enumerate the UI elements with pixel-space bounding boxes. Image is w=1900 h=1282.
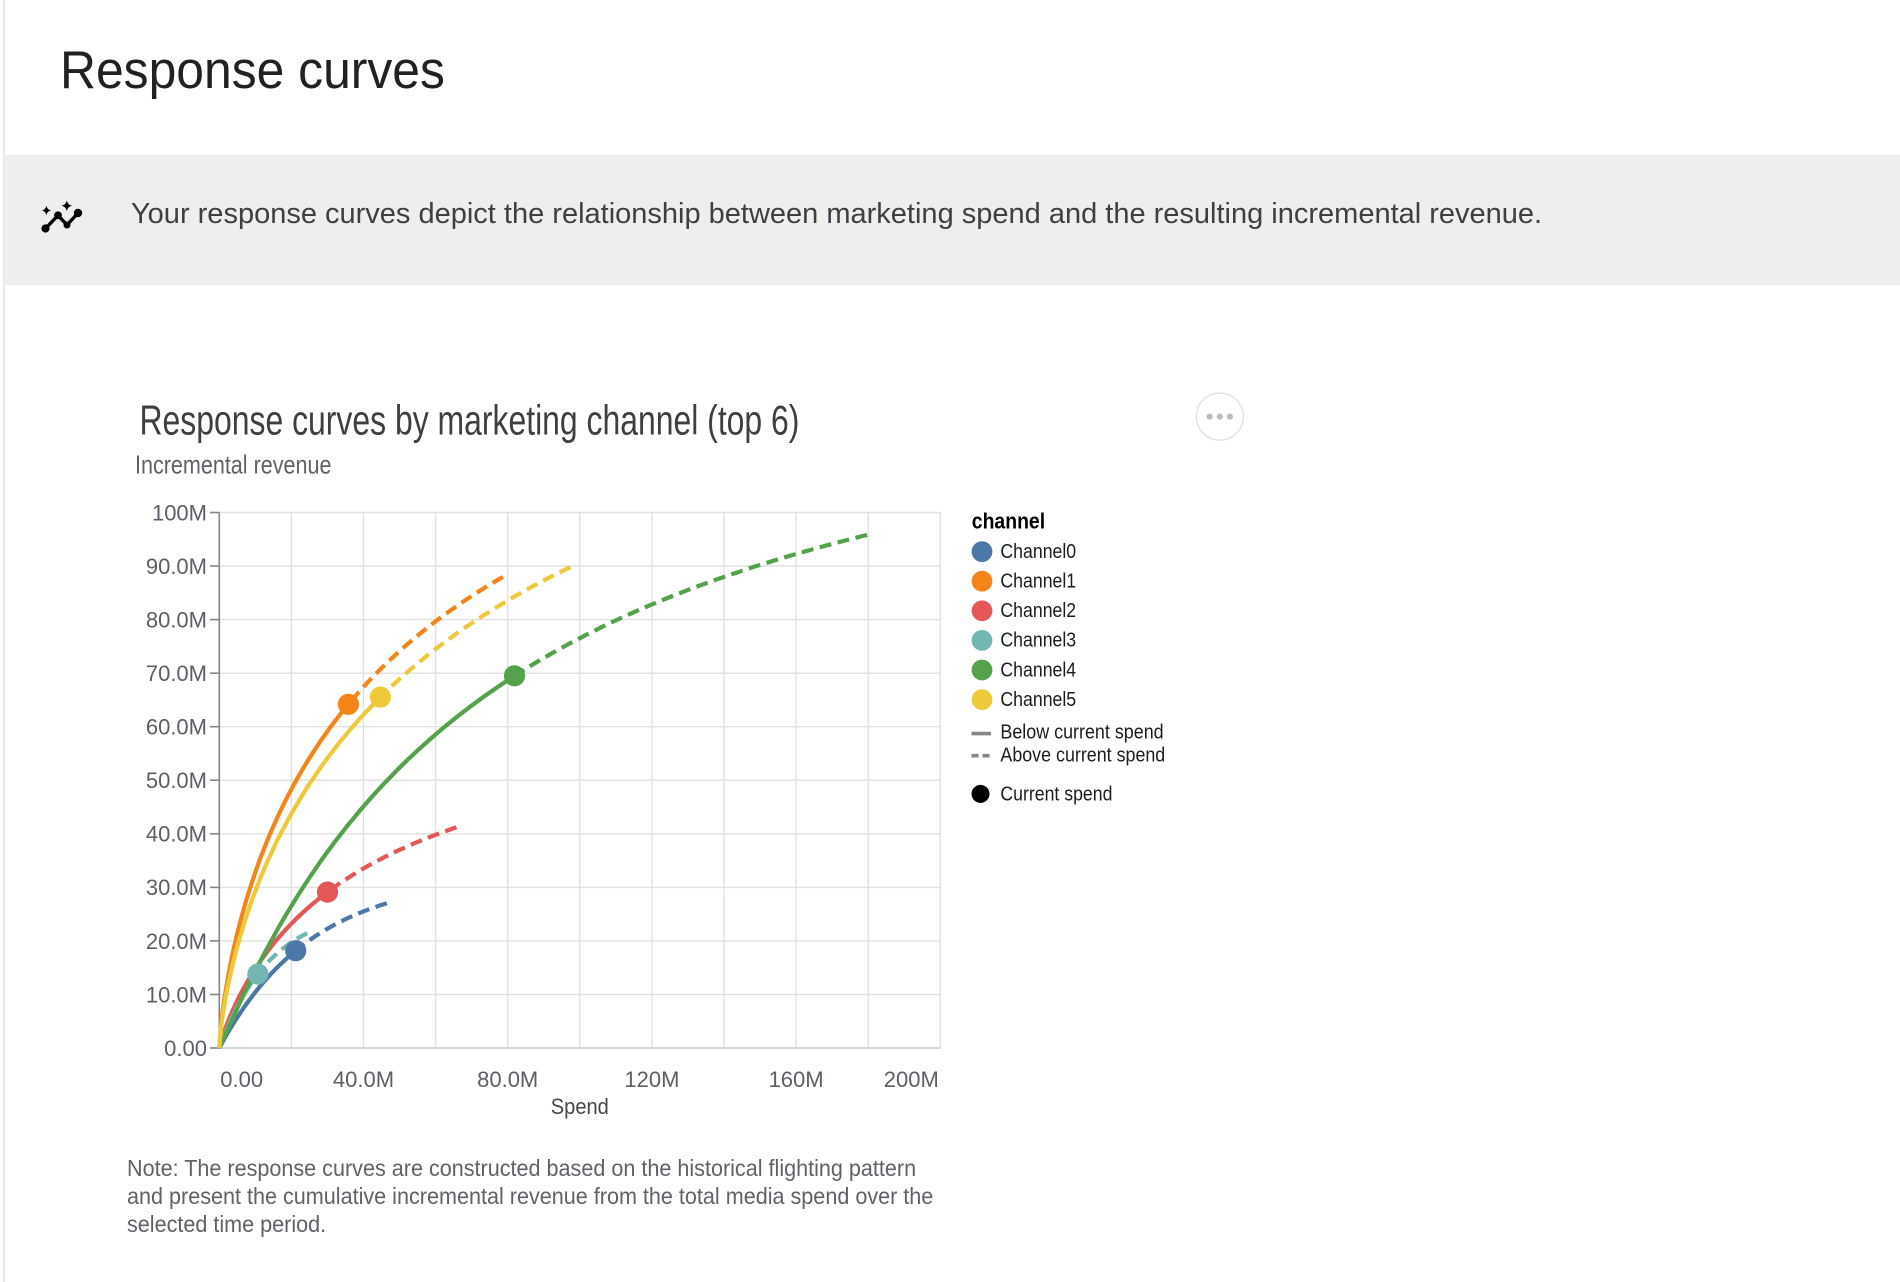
svg-text:60.0M: 60.0M	[146, 715, 207, 740]
svg-text:Channel3: Channel3	[1000, 630, 1076, 652]
svg-text:Channel2: Channel2	[1000, 600, 1076, 622]
svg-text:Response curves by marketing c: Response curves by marketing channel (to…	[140, 396, 800, 443]
svg-text:Spend: Spend	[551, 1095, 609, 1119]
svg-text:Channel4: Channel4	[1000, 659, 1076, 681]
svg-text:80.0M: 80.0M	[146, 608, 207, 633]
svg-text:20.0M: 20.0M	[146, 929, 207, 954]
svg-text:Below current spend: Below current spend	[1000, 722, 1163, 744]
svg-text:Channel0: Channel0	[1000, 541, 1076, 563]
svg-text:160M: 160M	[769, 1067, 824, 1092]
svg-text:Above current spend: Above current spend	[1000, 745, 1165, 767]
svg-text:Incremental revenue: Incremental revenue	[135, 451, 331, 480]
svg-text:40.0M: 40.0M	[146, 822, 207, 847]
svg-text:0.00: 0.00	[220, 1067, 263, 1092]
svg-text:0.00: 0.00	[164, 1036, 207, 1061]
svg-text:channel: channel	[972, 510, 1045, 534]
svg-text:100M: 100M	[152, 500, 207, 525]
svg-text:120M: 120M	[624, 1067, 679, 1092]
svg-text:200M: 200M	[884, 1067, 939, 1092]
svg-text:40.0M: 40.0M	[333, 1067, 394, 1092]
svg-text:10.0M: 10.0M	[146, 982, 207, 1007]
svg-text:Current spend: Current spend	[1000, 783, 1112, 805]
svg-text:90.0M: 90.0M	[146, 554, 207, 579]
svg-text:30.0M: 30.0M	[146, 875, 207, 900]
svg-text:70.0M: 70.0M	[146, 661, 207, 686]
svg-text:80.0M: 80.0M	[477, 1067, 538, 1092]
svg-text:Channel1: Channel1	[1000, 571, 1076, 593]
svg-text:Channel5: Channel5	[1000, 689, 1076, 711]
svg-text:50.0M: 50.0M	[146, 768, 207, 793]
